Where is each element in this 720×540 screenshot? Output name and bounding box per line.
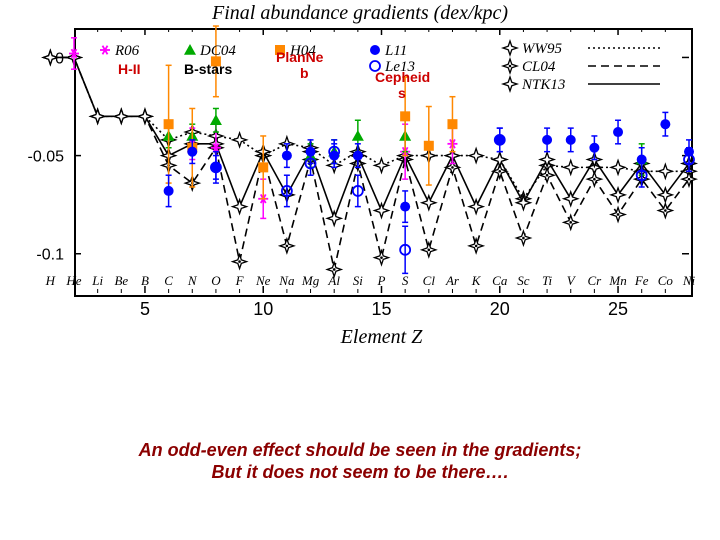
svg-text:CL04: CL04 — [522, 59, 556, 75]
svg-text:Ca: Ca — [492, 273, 508, 288]
svg-text:Ne: Ne — [255, 273, 271, 288]
svg-text:K: K — [471, 273, 482, 288]
svg-text:b: b — [300, 65, 309, 81]
svg-text:Li: Li — [91, 273, 103, 288]
svg-text:H-II: H-II — [118, 61, 141, 77]
svg-text:L11: L11 — [384, 43, 407, 59]
svg-text:-0.1: -0.1 — [36, 247, 64, 264]
svg-text:O: O — [211, 273, 221, 288]
svg-text:5: 5 — [140, 299, 150, 319]
svg-text:F: F — [235, 273, 245, 288]
svg-text:B-stars: B-stars — [184, 61, 232, 77]
svg-text:Co: Co — [658, 273, 674, 288]
svg-text:25: 25 — [608, 299, 628, 319]
svg-text:S: S — [402, 273, 409, 288]
caption-line-1: An odd-even effect should be seen in the… — [0, 440, 720, 461]
svg-text:DC04: DC04 — [199, 43, 236, 59]
svg-text:Ti: Ti — [542, 273, 553, 288]
svg-text:H: H — [45, 273, 56, 288]
svg-text:WW95: WW95 — [522, 41, 562, 57]
svg-text:Mn: Mn — [608, 273, 626, 288]
svg-text:15: 15 — [371, 299, 391, 319]
svg-text:-0.05: -0.05 — [28, 149, 65, 166]
svg-text:B: B — [141, 273, 149, 288]
svg-text:Fe: Fe — [634, 273, 649, 288]
svg-text:NTK13: NTK13 — [521, 77, 565, 93]
svg-text:Cr: Cr — [588, 273, 603, 288]
svg-text:Be: Be — [114, 273, 128, 288]
svg-text:R06: R06 — [114, 43, 140, 59]
svg-text:PlanNe: PlanNe — [276, 49, 324, 65]
caption-line-2: But it does not seem to be there…. — [0, 462, 720, 483]
svg-text:20: 20 — [490, 299, 510, 319]
svg-text:Na: Na — [278, 273, 295, 288]
svg-text:Mg: Mg — [301, 273, 320, 288]
svg-text:P: P — [377, 273, 386, 288]
svg-text:s: s — [398, 85, 406, 101]
svg-text:Cl: Cl — [423, 273, 436, 288]
svg-text:Sc: Sc — [517, 273, 530, 288]
svg-text:Ni: Ni — [682, 273, 696, 288]
svg-text:Si: Si — [353, 273, 364, 288]
svg-text:Cepheid: Cepheid — [375, 69, 430, 85]
svg-text:Ar: Ar — [445, 273, 460, 288]
svg-text:V: V — [567, 273, 577, 288]
svg-text:C: C — [164, 273, 173, 288]
svg-text:10: 10 — [253, 299, 273, 319]
svg-text:N: N — [187, 273, 198, 288]
svg-text:Element Z: Element Z — [340, 326, 424, 348]
svg-text:0: 0 — [55, 50, 64, 67]
svg-text:He: He — [65, 273, 81, 288]
